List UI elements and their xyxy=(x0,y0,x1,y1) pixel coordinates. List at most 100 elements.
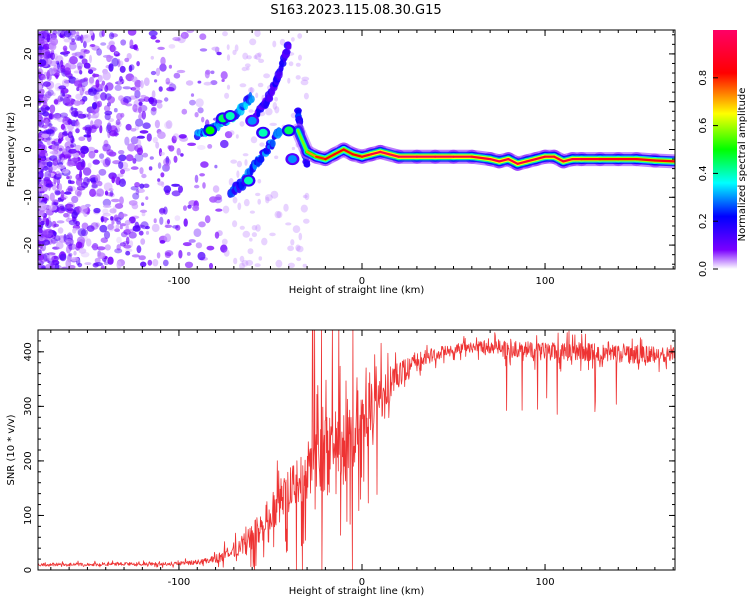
noise-speckle xyxy=(86,238,92,247)
noise-speckle xyxy=(47,228,53,237)
noise-speckle xyxy=(57,227,64,234)
snr-x-tick-label: 0 xyxy=(359,577,365,588)
noise-speckle xyxy=(55,173,63,178)
noise-speckle xyxy=(250,136,258,144)
noise-speckle xyxy=(199,173,206,177)
colorbar-tick-label: 0.8 xyxy=(698,70,709,86)
noise-speckle xyxy=(44,106,51,111)
noise-speckle xyxy=(75,93,83,100)
noise-speckle xyxy=(174,215,181,221)
noise-speckle xyxy=(56,145,65,151)
noise-speckle xyxy=(108,172,117,180)
noise-speckle xyxy=(79,86,85,96)
noise-speckle xyxy=(64,141,73,150)
noise-speckle xyxy=(68,253,73,257)
noise-speckle xyxy=(59,96,64,102)
noise-speckle xyxy=(84,262,92,266)
noise-speckle xyxy=(75,241,83,249)
noise-speckle xyxy=(165,81,173,86)
noise-speckle xyxy=(109,44,116,53)
noise-speckle xyxy=(66,160,75,167)
noise-speckle xyxy=(275,259,283,268)
noise-speckle xyxy=(272,40,277,48)
noise-speckle xyxy=(80,145,89,155)
spectrogram-x-axis-label: Height of straight line (km) xyxy=(289,285,425,296)
noise-speckle xyxy=(140,94,147,99)
noise-speckle xyxy=(127,30,137,36)
noise-speckle xyxy=(93,207,101,214)
noise-speckle xyxy=(254,30,261,37)
noise-speckle xyxy=(255,92,259,99)
noise-speckle xyxy=(150,35,157,40)
snr-y-tick-label: 0 xyxy=(23,567,34,573)
noise-speckle xyxy=(220,71,228,80)
noise-speckle xyxy=(148,96,155,105)
noise-speckle xyxy=(38,140,42,148)
ridge-segment xyxy=(553,155,565,163)
noise-speckle xyxy=(239,121,245,127)
noise-speckle xyxy=(106,54,112,63)
streak-blob xyxy=(249,95,255,103)
noise-speckle xyxy=(241,66,248,72)
noise-speckle xyxy=(129,64,135,71)
signal-blob xyxy=(205,126,215,135)
noise-speckle xyxy=(197,107,204,114)
spectrogram-x-tick-label: -100 xyxy=(168,276,191,287)
noise-speckle xyxy=(67,179,72,184)
noise-speckle xyxy=(165,156,170,165)
noise-speckle xyxy=(221,79,225,82)
noise-speckle xyxy=(96,188,105,197)
noise-speckle xyxy=(83,34,92,43)
noise-speckle xyxy=(83,49,90,54)
noise-speckle xyxy=(67,75,74,80)
noise-speckle xyxy=(232,49,237,56)
noise-speckle xyxy=(40,75,47,80)
noise-speckle xyxy=(232,220,238,228)
noise-speckle xyxy=(136,61,140,67)
noise-speckle xyxy=(303,218,310,224)
noise-speckle xyxy=(120,231,128,238)
ridge-segment xyxy=(370,150,382,156)
noise-speckle xyxy=(120,169,125,175)
noise-speckle xyxy=(140,221,149,230)
noise-speckle xyxy=(165,77,171,85)
noise-speckle xyxy=(152,136,158,144)
noise-speckle xyxy=(75,178,83,186)
noise-speckle xyxy=(118,178,126,187)
noise-speckle xyxy=(168,145,175,152)
noise-speckle xyxy=(201,116,205,123)
noise-speckle xyxy=(98,168,107,176)
noise-speckle xyxy=(195,242,203,249)
noise-speckle xyxy=(39,59,47,67)
noise-speckle xyxy=(47,89,54,96)
noise-speckle xyxy=(173,133,180,141)
noise-speckle xyxy=(274,97,278,102)
noise-speckle xyxy=(167,219,170,225)
noise-speckle xyxy=(140,80,144,89)
noise-speckle xyxy=(114,228,120,232)
noise-speckle xyxy=(141,173,147,179)
noise-speckle xyxy=(79,70,83,75)
noise-speckle xyxy=(52,53,58,60)
noise-speckle xyxy=(302,194,308,199)
noise-speckle xyxy=(151,107,157,112)
ridge-segment xyxy=(498,158,510,163)
noise-speckle xyxy=(124,136,130,146)
noise-speckle xyxy=(210,70,215,75)
noise-speckle xyxy=(138,105,142,114)
noise-speckle xyxy=(104,244,111,251)
noise-speckle xyxy=(134,182,141,188)
noise-speckle xyxy=(72,217,78,224)
noise-speckle xyxy=(154,119,160,129)
noise-speckle xyxy=(148,30,158,37)
noise-speckle xyxy=(265,194,273,202)
noise-speckle xyxy=(164,121,172,129)
noise-speckle xyxy=(114,203,124,209)
noise-speckle xyxy=(70,106,74,111)
noise-speckle xyxy=(70,257,79,262)
noise-speckle xyxy=(95,79,100,88)
noise-speckle xyxy=(96,48,102,56)
noise-speckle xyxy=(55,190,61,195)
noise-speckle xyxy=(45,183,54,188)
noise-speckle xyxy=(199,33,207,40)
